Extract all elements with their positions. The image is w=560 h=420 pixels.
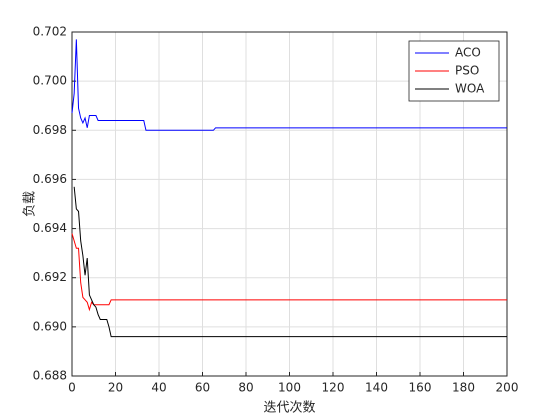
y-tick-label: 0.702 [33, 25, 67, 39]
x-tick-label: 200 [496, 381, 519, 395]
x-tick-label: 40 [151, 381, 166, 395]
legend-label: WOA [455, 82, 485, 96]
y-tick-label: 0.694 [33, 221, 67, 235]
y-tick-label: 0.692 [33, 270, 67, 284]
x-tick-label: 120 [322, 381, 345, 395]
y-tick-label: 0.688 [33, 369, 67, 383]
y-tick-label: 0.690 [33, 319, 67, 333]
x-tick-label: 100 [278, 381, 301, 395]
x-tick-label: 140 [365, 381, 388, 395]
y-tick-label: 0.700 [33, 74, 67, 88]
x-tick-label: 180 [452, 381, 475, 395]
y-tick-label: 0.698 [33, 123, 67, 137]
x-tick-label: 0 [68, 381, 76, 395]
data-line [71, 233, 507, 312]
y-tick-label: 0.696 [33, 172, 67, 186]
data-line [71, 39, 507, 131]
x-tick-label: 80 [238, 381, 253, 395]
x-axis-label: 迭代次数 [263, 400, 315, 416]
data-line [73, 186, 507, 338]
legend-label: ACO [455, 46, 481, 60]
x-tick-label: 160 [409, 381, 432, 395]
y-axis-label: 负载 [23, 191, 38, 217]
legend-label: PSO [455, 64, 479, 78]
x-tick-label: 60 [195, 381, 210, 395]
axes-box [71, 31, 508, 377]
x-tick-label: 20 [108, 381, 123, 395]
